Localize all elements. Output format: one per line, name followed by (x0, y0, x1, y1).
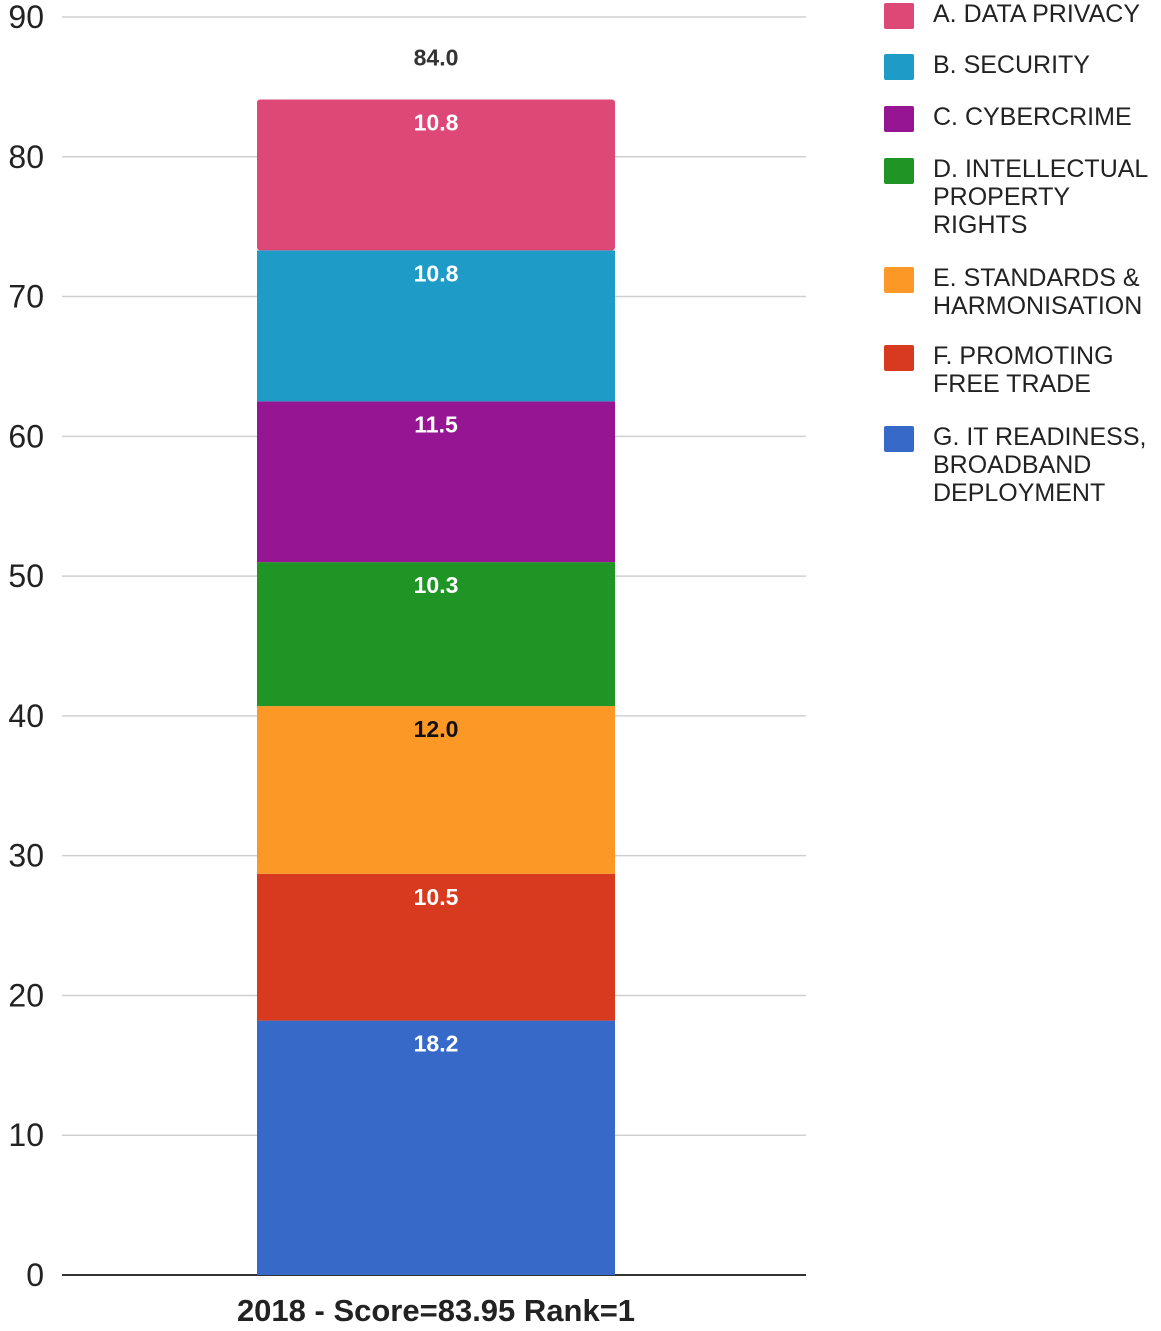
legend-swatch (884, 3, 914, 29)
y-axis-ticks: 0 10 20 30 40 50 60 70 80 90 (8, 0, 44, 1293)
legend-swatch (884, 267, 914, 293)
segment-value-label: 10.8 (414, 109, 459, 135)
y-tick-label: 10 (8, 1117, 44, 1153)
y-tick-label: 20 (8, 977, 44, 1013)
legend-label: A. DATA PRIVACY (933, 0, 1140, 28)
bar-segment (257, 562, 615, 707)
segment-value-label: 10.5 (414, 884, 459, 910)
legend-swatch (884, 106, 914, 132)
y-tick-label: 30 (8, 838, 44, 874)
segment-value-label: 18.2 (414, 1031, 459, 1057)
legend-swatch (884, 158, 914, 184)
y-tick-label: 40 (8, 698, 44, 734)
legend-label: E. STANDARDS & HARMONISATION (933, 264, 1143, 320)
segment-value-label: 10.3 (414, 572, 459, 598)
segment-value-label: 10.8 (414, 260, 459, 286)
total-label: 84.0 (414, 44, 459, 70)
y-tick-label: 90 (8, 0, 44, 35)
legend-label: B. SECURITY (933, 51, 1090, 79)
bar-segment (257, 873, 615, 1021)
bar-segment (257, 250, 615, 402)
y-tick-label: 50 (8, 558, 44, 594)
legend-label: C. CYBERCRIME (933, 103, 1132, 131)
segment-labels: 18.2 10.5 12.0 10.3 11.5 10.8 10.8 (414, 109, 459, 1056)
bar-segment (257, 401, 615, 563)
legend-label: D. INTELLECTUAL PROPERTY RIGHTS (933, 155, 1149, 239)
bar-segments (257, 99, 615, 1275)
legend-swatch (884, 345, 914, 371)
y-tick-label: 0 (26, 1257, 44, 1293)
x-category-label: 2018 - Score=83.95 Rank=1 (237, 1293, 635, 1328)
bar-segment (257, 99, 615, 251)
legend-swatch (884, 426, 914, 452)
bar-segment (257, 706, 615, 874)
y-tick-label: 70 (8, 279, 44, 315)
segment-value-label: 11.5 (414, 411, 458, 437)
legend-label: F. PROMOTING FREE TRADE (933, 342, 1114, 398)
segment-value-label: 12.0 (414, 716, 459, 742)
legend-label: G. IT READINESS, BROADBAND DEPLOYMENT (933, 423, 1147, 507)
bar-segment (257, 1020, 615, 1275)
y-tick-label: 80 (8, 139, 44, 175)
legend-swatch (884, 54, 914, 80)
y-tick-label: 60 (8, 418, 44, 454)
